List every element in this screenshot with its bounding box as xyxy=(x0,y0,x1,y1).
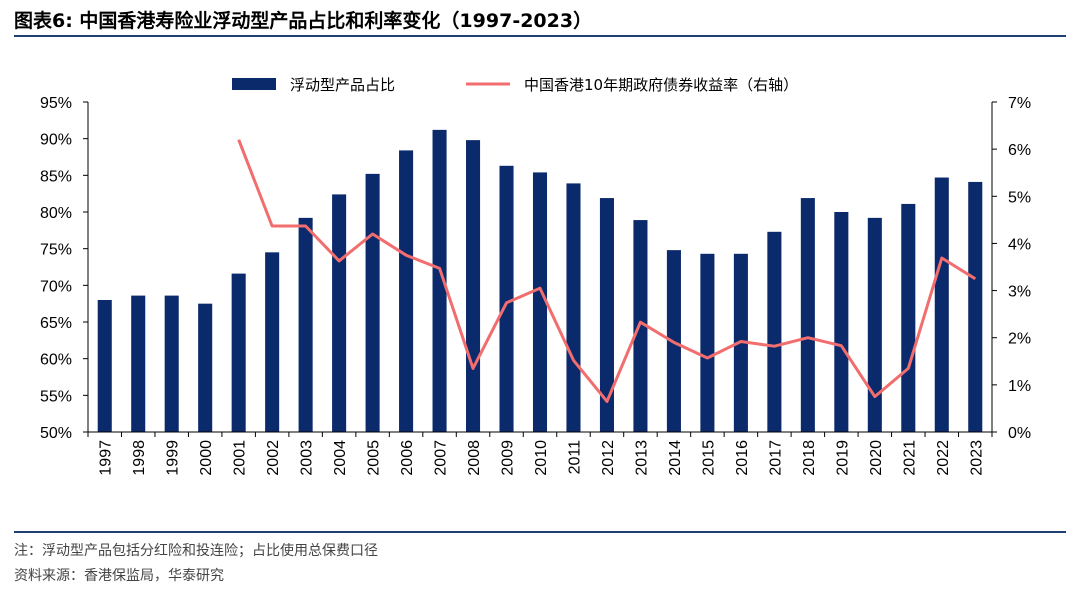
left-tick-label: 75% xyxy=(40,242,72,259)
bottom-rule xyxy=(14,531,1066,533)
right-tick-label: 6% xyxy=(1008,142,1031,159)
bar-1998 xyxy=(131,295,146,432)
bar-2000 xyxy=(198,303,213,432)
x-tick-label: 2006 xyxy=(399,440,416,476)
x-tick-label: 2011 xyxy=(566,440,583,475)
right-tick-label: 2% xyxy=(1008,331,1031,348)
x-tick-label: 2003 xyxy=(299,440,316,476)
bar-2002 xyxy=(265,252,280,432)
yield-line-series xyxy=(237,139,977,403)
legend-line-label: 中国香港10年期政府债券收益率（右轴） xyxy=(524,76,798,94)
x-tick-label: 1999 xyxy=(165,440,182,476)
right-tick-label: 4% xyxy=(1008,236,1031,253)
left-tick-label: 90% xyxy=(40,132,72,149)
right-tick-label: 7% xyxy=(1008,95,1031,112)
bar-2010 xyxy=(532,172,548,432)
right-tick-label: 1% xyxy=(1008,378,1031,395)
bar-2001 xyxy=(231,273,246,432)
bar-2017 xyxy=(767,231,782,432)
x-tick-label: 2018 xyxy=(801,440,818,476)
bar-2005 xyxy=(365,173,380,432)
bar-1999 xyxy=(164,295,179,432)
x-tick-label: 1998 xyxy=(131,440,148,476)
x-tick-label: 2000 xyxy=(198,440,215,476)
bar-2007 xyxy=(432,129,447,432)
x-tick-label: 2020 xyxy=(868,440,885,476)
bar-2011 xyxy=(566,183,581,432)
bar-2015 xyxy=(700,253,715,432)
bar-2018 xyxy=(800,198,815,432)
top-rule xyxy=(14,35,1066,37)
left-tick-label: 65% xyxy=(40,315,72,332)
x-tick-label: 2012 xyxy=(600,440,617,476)
source-note: 资料来源：香港保监局，华泰研究 xyxy=(14,568,224,584)
bar-2013 xyxy=(633,220,648,432)
left-tick-label: 80% xyxy=(40,205,72,222)
figure-title: 图表6: 中国香港寿险业浮动型产品占比和利率变化（1997-2023） xyxy=(14,10,593,32)
bar-2012 xyxy=(599,198,614,432)
x-tick-label: 2004 xyxy=(332,440,349,476)
x-tick-label: 2021 xyxy=(901,440,918,476)
bar-2008 xyxy=(466,140,481,432)
x-tick-label: 2013 xyxy=(633,440,650,476)
x-tick-label: 2016 xyxy=(734,440,751,476)
x-tick-label: 2019 xyxy=(834,440,851,476)
bar-2023 xyxy=(968,181,983,432)
x-tick-label: 2023 xyxy=(968,440,985,476)
bar-2006 xyxy=(399,150,414,432)
legend-bar-label: 浮动型产品占比 xyxy=(290,76,395,94)
x-tick-label: 2007 xyxy=(433,440,450,476)
x-tick-label: 2001 xyxy=(232,440,249,476)
right-tick-label: 5% xyxy=(1008,189,1031,206)
left-tick-label: 85% xyxy=(40,168,72,185)
x-tick-label: 2005 xyxy=(366,440,383,476)
right-tick-label: 0% xyxy=(1008,425,1031,442)
x-tick-label: 2002 xyxy=(265,440,282,476)
x-tick-label: 2014 xyxy=(667,440,684,476)
x-tick-label: 1997 xyxy=(98,440,115,476)
x-tick-label: 2009 xyxy=(500,440,517,476)
bar-2004 xyxy=(332,194,347,432)
bar-2020 xyxy=(867,217,882,432)
x-tick-label: 2022 xyxy=(935,440,952,476)
legend: 浮动型产品占比 中国香港10年期政府债券收益率（右轴） xyxy=(232,76,798,94)
left-tick-label: 60% xyxy=(40,352,72,369)
x-tick-label: 2015 xyxy=(700,440,717,476)
bar-2022 xyxy=(934,177,949,432)
bar-1997 xyxy=(97,300,112,432)
axes: 50% 55% 60% 65% 70% 75% 80% 85% 90% 95% 0% 1% 2% 3% 4%… xyxy=(40,95,1031,476)
bar-series xyxy=(97,129,983,433)
bar-2019 xyxy=(834,212,849,432)
x-tick-label: 2008 xyxy=(466,440,483,476)
left-tick-label: 55% xyxy=(40,388,72,405)
x-tick-label: 2017 xyxy=(767,440,784,476)
right-tick-label: 3% xyxy=(1008,284,1031,301)
footnote: 注：浮动型产品包括分红险和投连险；占比使用总保费口径 xyxy=(14,543,378,559)
left-tick-label: 95% xyxy=(40,95,72,112)
bar-2021 xyxy=(901,203,916,432)
bar-2009 xyxy=(499,165,514,433)
left-tick-label: 70% xyxy=(40,278,72,295)
left-tick-label: 50% xyxy=(40,425,72,442)
bar-2003 xyxy=(298,217,313,432)
legend-bar-swatch xyxy=(232,78,276,90)
x-tick-label: 2010 xyxy=(533,440,550,476)
